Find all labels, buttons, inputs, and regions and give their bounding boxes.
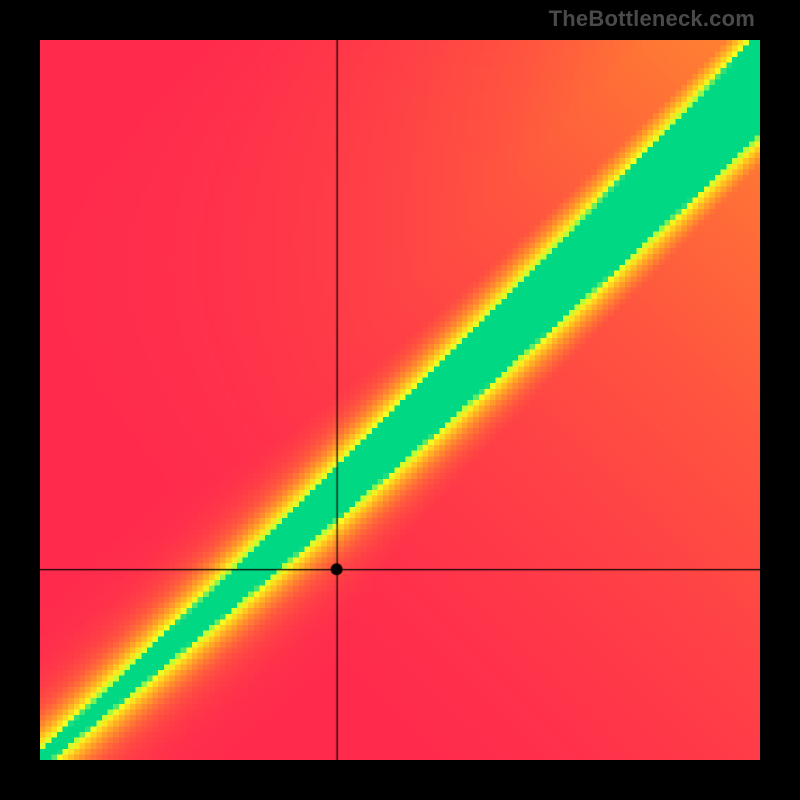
bottleneck-heatmap bbox=[40, 40, 760, 760]
chart-container: { "watermark": { "text": "TheBottleneck.… bbox=[0, 0, 800, 800]
watermark-text: TheBottleneck.com bbox=[549, 6, 755, 32]
